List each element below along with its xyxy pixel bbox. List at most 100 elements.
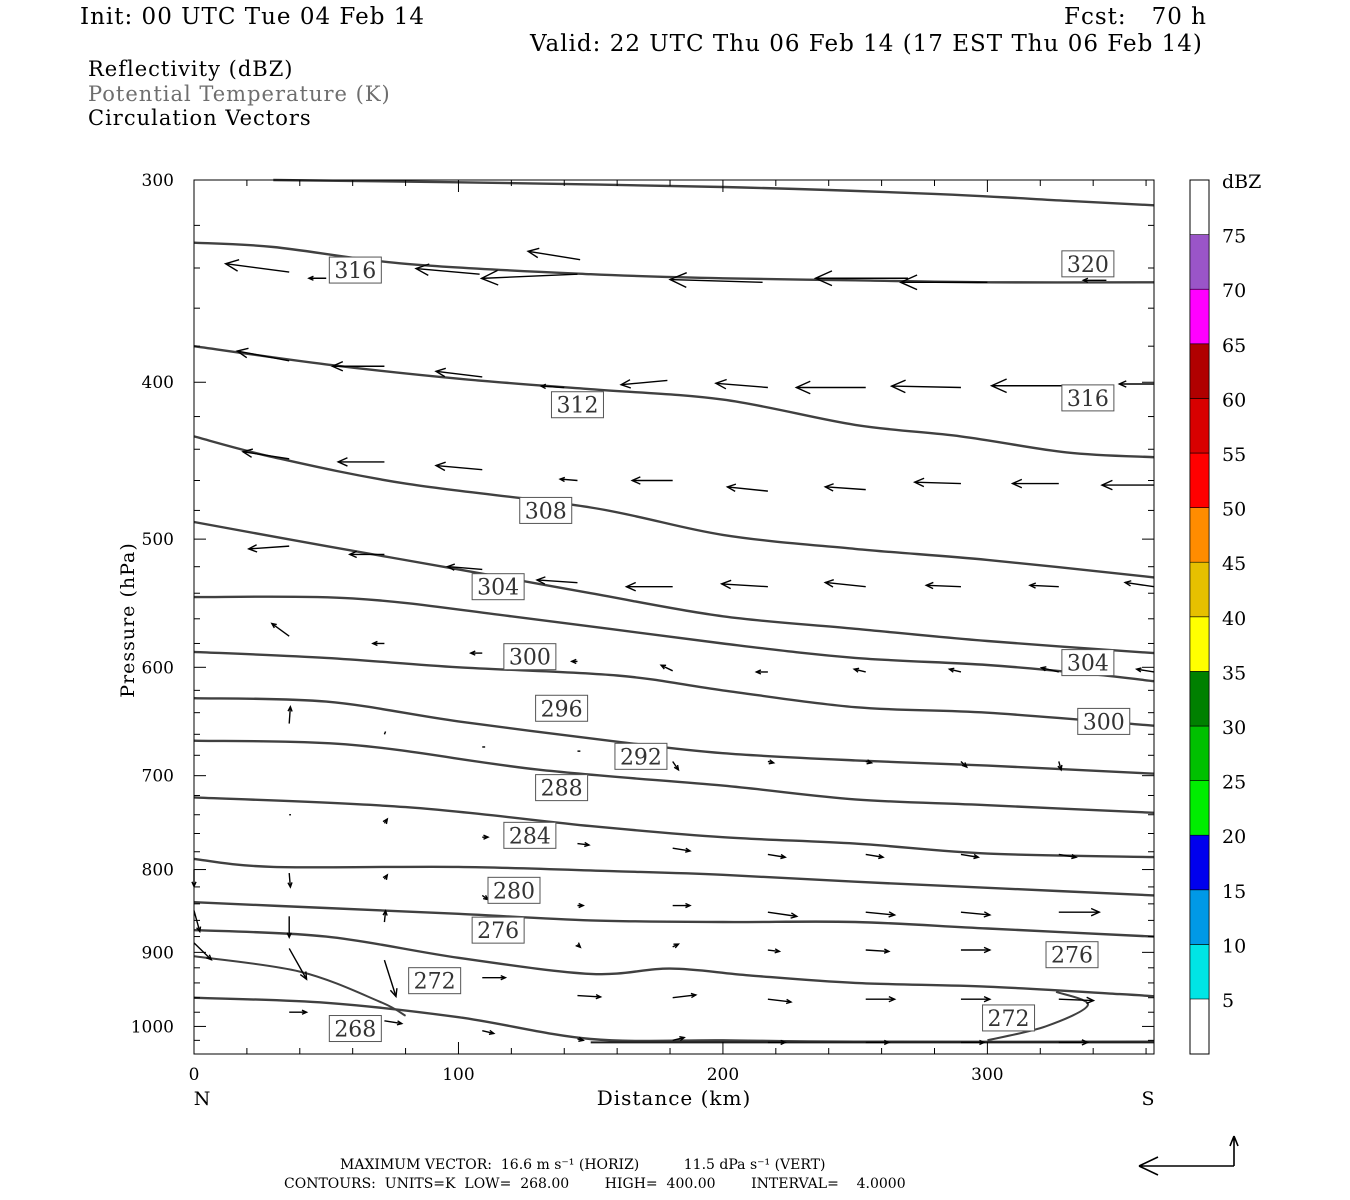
vector-arrowhead bbox=[206, 954, 213, 961]
vector-arrowhead bbox=[500, 974, 508, 981]
colorbar-label: 15 bbox=[1222, 881, 1246, 903]
colorbar-label: 5 bbox=[1222, 990, 1234, 1012]
vector-arrowhead bbox=[754, 669, 762, 675]
contour-label: 276 bbox=[1045, 941, 1099, 969]
vector-arrowhead bbox=[673, 764, 680, 772]
y-tick-label: 700 bbox=[142, 767, 174, 787]
circulation-vector bbox=[1058, 907, 1101, 917]
contour-label: 288 bbox=[535, 774, 589, 802]
vector-arrowhead bbox=[382, 873, 389, 880]
contour-label-box bbox=[614, 742, 668, 770]
vector-shaft bbox=[767, 853, 786, 858]
vector-arrowhead bbox=[330, 360, 344, 372]
vector-shaft bbox=[435, 464, 483, 471]
contour-label-box bbox=[982, 1004, 1036, 1032]
colorbar-label: 10 bbox=[1222, 935, 1246, 957]
circulation-vector bbox=[383, 731, 387, 735]
circulation-vector bbox=[960, 911, 992, 918]
vector-arrowhead bbox=[690, 992, 698, 999]
contour-label-text: 304 bbox=[1067, 652, 1109, 677]
y-tick-label: 900 bbox=[142, 943, 174, 963]
vector-shaft bbox=[865, 853, 884, 858]
y-tick-label: 300 bbox=[142, 171, 174, 191]
circulation-vector bbox=[659, 664, 673, 672]
vector-shaft bbox=[672, 1036, 685, 1042]
y-tick-label: 600 bbox=[142, 658, 174, 678]
vector-arrowhead bbox=[883, 1039, 891, 1046]
vector-arrowhead bbox=[488, 1029, 496, 1036]
vector-arrowhead bbox=[719, 579, 732, 590]
circulation-vector bbox=[725, 483, 768, 493]
vector-arrowhead bbox=[247, 544, 258, 553]
circulation-vector bbox=[330, 360, 385, 372]
circulation-vector bbox=[575, 942, 582, 949]
circulation-vector bbox=[767, 998, 793, 1005]
contour-label-box bbox=[328, 256, 382, 284]
vector-shaft bbox=[536, 579, 578, 584]
vector-shaft bbox=[384, 1020, 402, 1025]
contour-label-box bbox=[550, 391, 604, 419]
vector-shaft bbox=[577, 842, 590, 846]
vector-arrowhead bbox=[414, 263, 430, 277]
vector-shaft bbox=[527, 250, 581, 261]
circulation-vector bbox=[898, 274, 988, 291]
vector-arrowhead bbox=[668, 272, 687, 288]
contour-label: 316 bbox=[328, 256, 382, 284]
vector-arrowhead bbox=[575, 942, 582, 949]
circulation-vector bbox=[482, 1029, 496, 1036]
vector-arrowhead bbox=[396, 1020, 404, 1026]
contour-label-text: 292 bbox=[620, 745, 662, 770]
contour-label-box bbox=[503, 821, 557, 849]
vector-shaft bbox=[225, 263, 290, 273]
contour-label-text: 284 bbox=[509, 824, 551, 849]
vector-arrowhead bbox=[468, 650, 476, 656]
vector-shaft bbox=[193, 942, 212, 961]
vector-arrowhead bbox=[679, 1035, 686, 1042]
circulation-vector bbox=[865, 948, 891, 954]
vector-arrowhead bbox=[889, 379, 906, 394]
vector-arrowhead bbox=[725, 483, 737, 493]
circulation-vector bbox=[577, 1036, 585, 1042]
circulation-vector bbox=[1058, 996, 1096, 1005]
circulation-vector bbox=[767, 911, 799, 919]
field-reflectivity: Reflectivity (dBZ) bbox=[88, 57, 294, 81]
circulation-vector bbox=[823, 483, 866, 492]
circulation-vector bbox=[865, 759, 874, 765]
vector-shaft bbox=[721, 583, 768, 588]
vector-arrowhead bbox=[1117, 380, 1127, 388]
contour-label-text: 276 bbox=[477, 919, 519, 944]
circulation-vector bbox=[347, 550, 385, 559]
vector-arrowhead bbox=[287, 705, 293, 712]
circulation-vector bbox=[865, 911, 897, 918]
field-circulation-vectors: Circulation Vectors bbox=[88, 106, 312, 130]
circulation-vector bbox=[468, 650, 483, 656]
vector-shaft bbox=[383, 910, 387, 923]
vector-arrowhead bbox=[947, 667, 955, 673]
vector-arrowhead bbox=[595, 993, 603, 1000]
vector-arrowhead bbox=[1071, 853, 1078, 860]
circulation-vector bbox=[672, 943, 681, 949]
contour-label-box bbox=[471, 573, 525, 601]
contour-label: 320 bbox=[1061, 250, 1115, 278]
contour-label-text: 280 bbox=[493, 879, 535, 904]
vector-shaft bbox=[825, 486, 866, 491]
contour-label: 272 bbox=[408, 967, 462, 995]
vector-arrowhead bbox=[1010, 478, 1023, 489]
vector-arrowhead bbox=[1081, 277, 1089, 284]
circulation-vector bbox=[714, 378, 768, 390]
vector-shaft bbox=[1058, 998, 1094, 1002]
colorbar-label: 65 bbox=[1222, 335, 1246, 357]
circulation-vector bbox=[286, 916, 292, 940]
vector-arrowhead bbox=[912, 477, 925, 488]
vector-shaft bbox=[242, 451, 290, 460]
vector-arrowhead bbox=[1039, 666, 1047, 672]
colorbar-swatch bbox=[1189, 834, 1210, 891]
circulation-vector bbox=[289, 1009, 309, 1015]
vector-arrowhead bbox=[768, 759, 776, 765]
circulation-vector bbox=[1058, 1039, 1090, 1046]
vector-arrowhead bbox=[479, 269, 499, 286]
vector-shaft bbox=[670, 278, 763, 284]
vector-shaft bbox=[914, 481, 961, 485]
circulation-vector bbox=[672, 902, 692, 909]
